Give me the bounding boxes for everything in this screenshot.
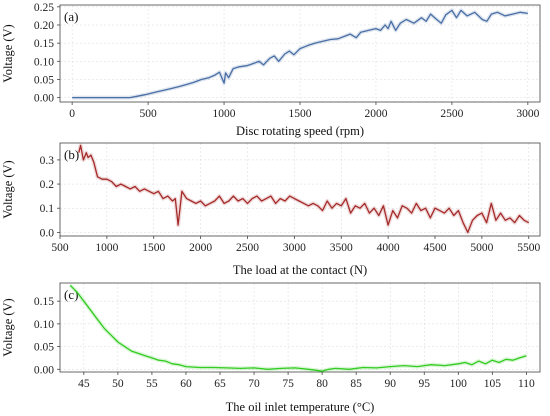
y-tick-label: 0.00 (34, 364, 54, 376)
x-tick-label: 90 (384, 378, 396, 390)
y-tick-label: 0.1 (40, 203, 55, 215)
y-axis-label: Voltage (V) (1, 24, 15, 82)
x-tick-label: 0 (69, 108, 75, 120)
series-line (69, 284, 527, 372)
chart-panel-3: 45 50 55 60 65 70 75 80 85 90 95 100 105 110 0.00 0.05 0… (1, 282, 541, 414)
series-line (78, 144, 530, 234)
x-tick-label: 75 (282, 378, 294, 390)
x-tick-label: 50 (112, 378, 124, 390)
x-tick-label: 2500 (440, 108, 463, 120)
x-tick-label: 4500 (424, 242, 447, 254)
x-tick-label: 110 (518, 378, 535, 390)
y-axis-label: Voltage (V) (1, 160, 15, 218)
y-tick-label: 0.05 (34, 342, 54, 354)
y-axis-label: Voltage (V) (1, 298, 15, 356)
panel-label: (a) (64, 9, 78, 24)
y-tick-label: 0.00 (34, 93, 54, 105)
y-tick-label: 0.15 (34, 38, 54, 50)
panel-label: (b) (64, 147, 79, 162)
x-tick-label: 60 (180, 378, 192, 390)
y-tick-label: 0.3 (40, 155, 55, 167)
x-tick-label: 4000 (377, 242, 400, 254)
x-tick-label: 85 (350, 378, 362, 390)
y-tick-label: 0.15 (34, 296, 54, 308)
x-tick-label: 5000 (470, 242, 493, 254)
x-tick-label: 1000 (95, 242, 118, 254)
x-tick-label: 1000 (213, 108, 236, 120)
chart-panel-2: 500 1000 1500 2000 2500 3000 3500 4000 4500 5000 5… (1, 142, 541, 277)
x-tick-label: 70 (248, 378, 260, 390)
x-tick-label: 3000 (516, 108, 539, 120)
y-tick-label: 0.2 (40, 179, 55, 191)
x-tick-label: 1500 (142, 242, 165, 254)
x-axis-label: The oil inlet temperature (°C) (226, 400, 375, 414)
x-tick-label: 3500 (330, 242, 353, 254)
x-tick-label: 2000 (364, 108, 387, 120)
x-tick-label: 1500 (289, 108, 312, 120)
x-tick-label: 80 (316, 378, 328, 390)
x-tick-label: 2000 (189, 242, 212, 254)
x-axis-label: The load at the contact (N) (233, 263, 367, 277)
x-axis-label: Disc rotating speed (rpm) (236, 124, 364, 138)
plot-frame (59, 282, 541, 373)
x-tick-label: 55 (146, 378, 158, 390)
chart-panel-1: 0 500 1000 1500 2000 2500 3000 0.00 0.05 0.10 0.15… (1, 2, 541, 138)
y-tick-label: 0.20 (34, 20, 54, 32)
x-tick-label: 95 (419, 378, 431, 390)
x-tick-label: 65 (214, 378, 226, 390)
x-tick-label: 3000 (283, 242, 306, 254)
x-tick-label: 45 (78, 378, 90, 390)
plot-frame (59, 142, 541, 237)
y-tick-label: 0.10 (34, 319, 54, 331)
x-tick-label: 100 (450, 378, 468, 390)
x-tick-label: 105 (484, 378, 502, 390)
y-tick-label: 0.0 (40, 227, 55, 239)
x-tick-label: 500 (139, 108, 157, 120)
series-halo (68, 283, 528, 374)
x-tick-label: 500 (51, 242, 69, 254)
y-tick-label: 0.10 (34, 56, 54, 68)
x-tick-label: 2500 (236, 242, 259, 254)
y-tick-label: 0.05 (34, 74, 54, 86)
x-tick-label: 5500 (517, 242, 540, 254)
y-tick-label: 0.25 (34, 2, 54, 14)
series-line (72, 9, 528, 99)
